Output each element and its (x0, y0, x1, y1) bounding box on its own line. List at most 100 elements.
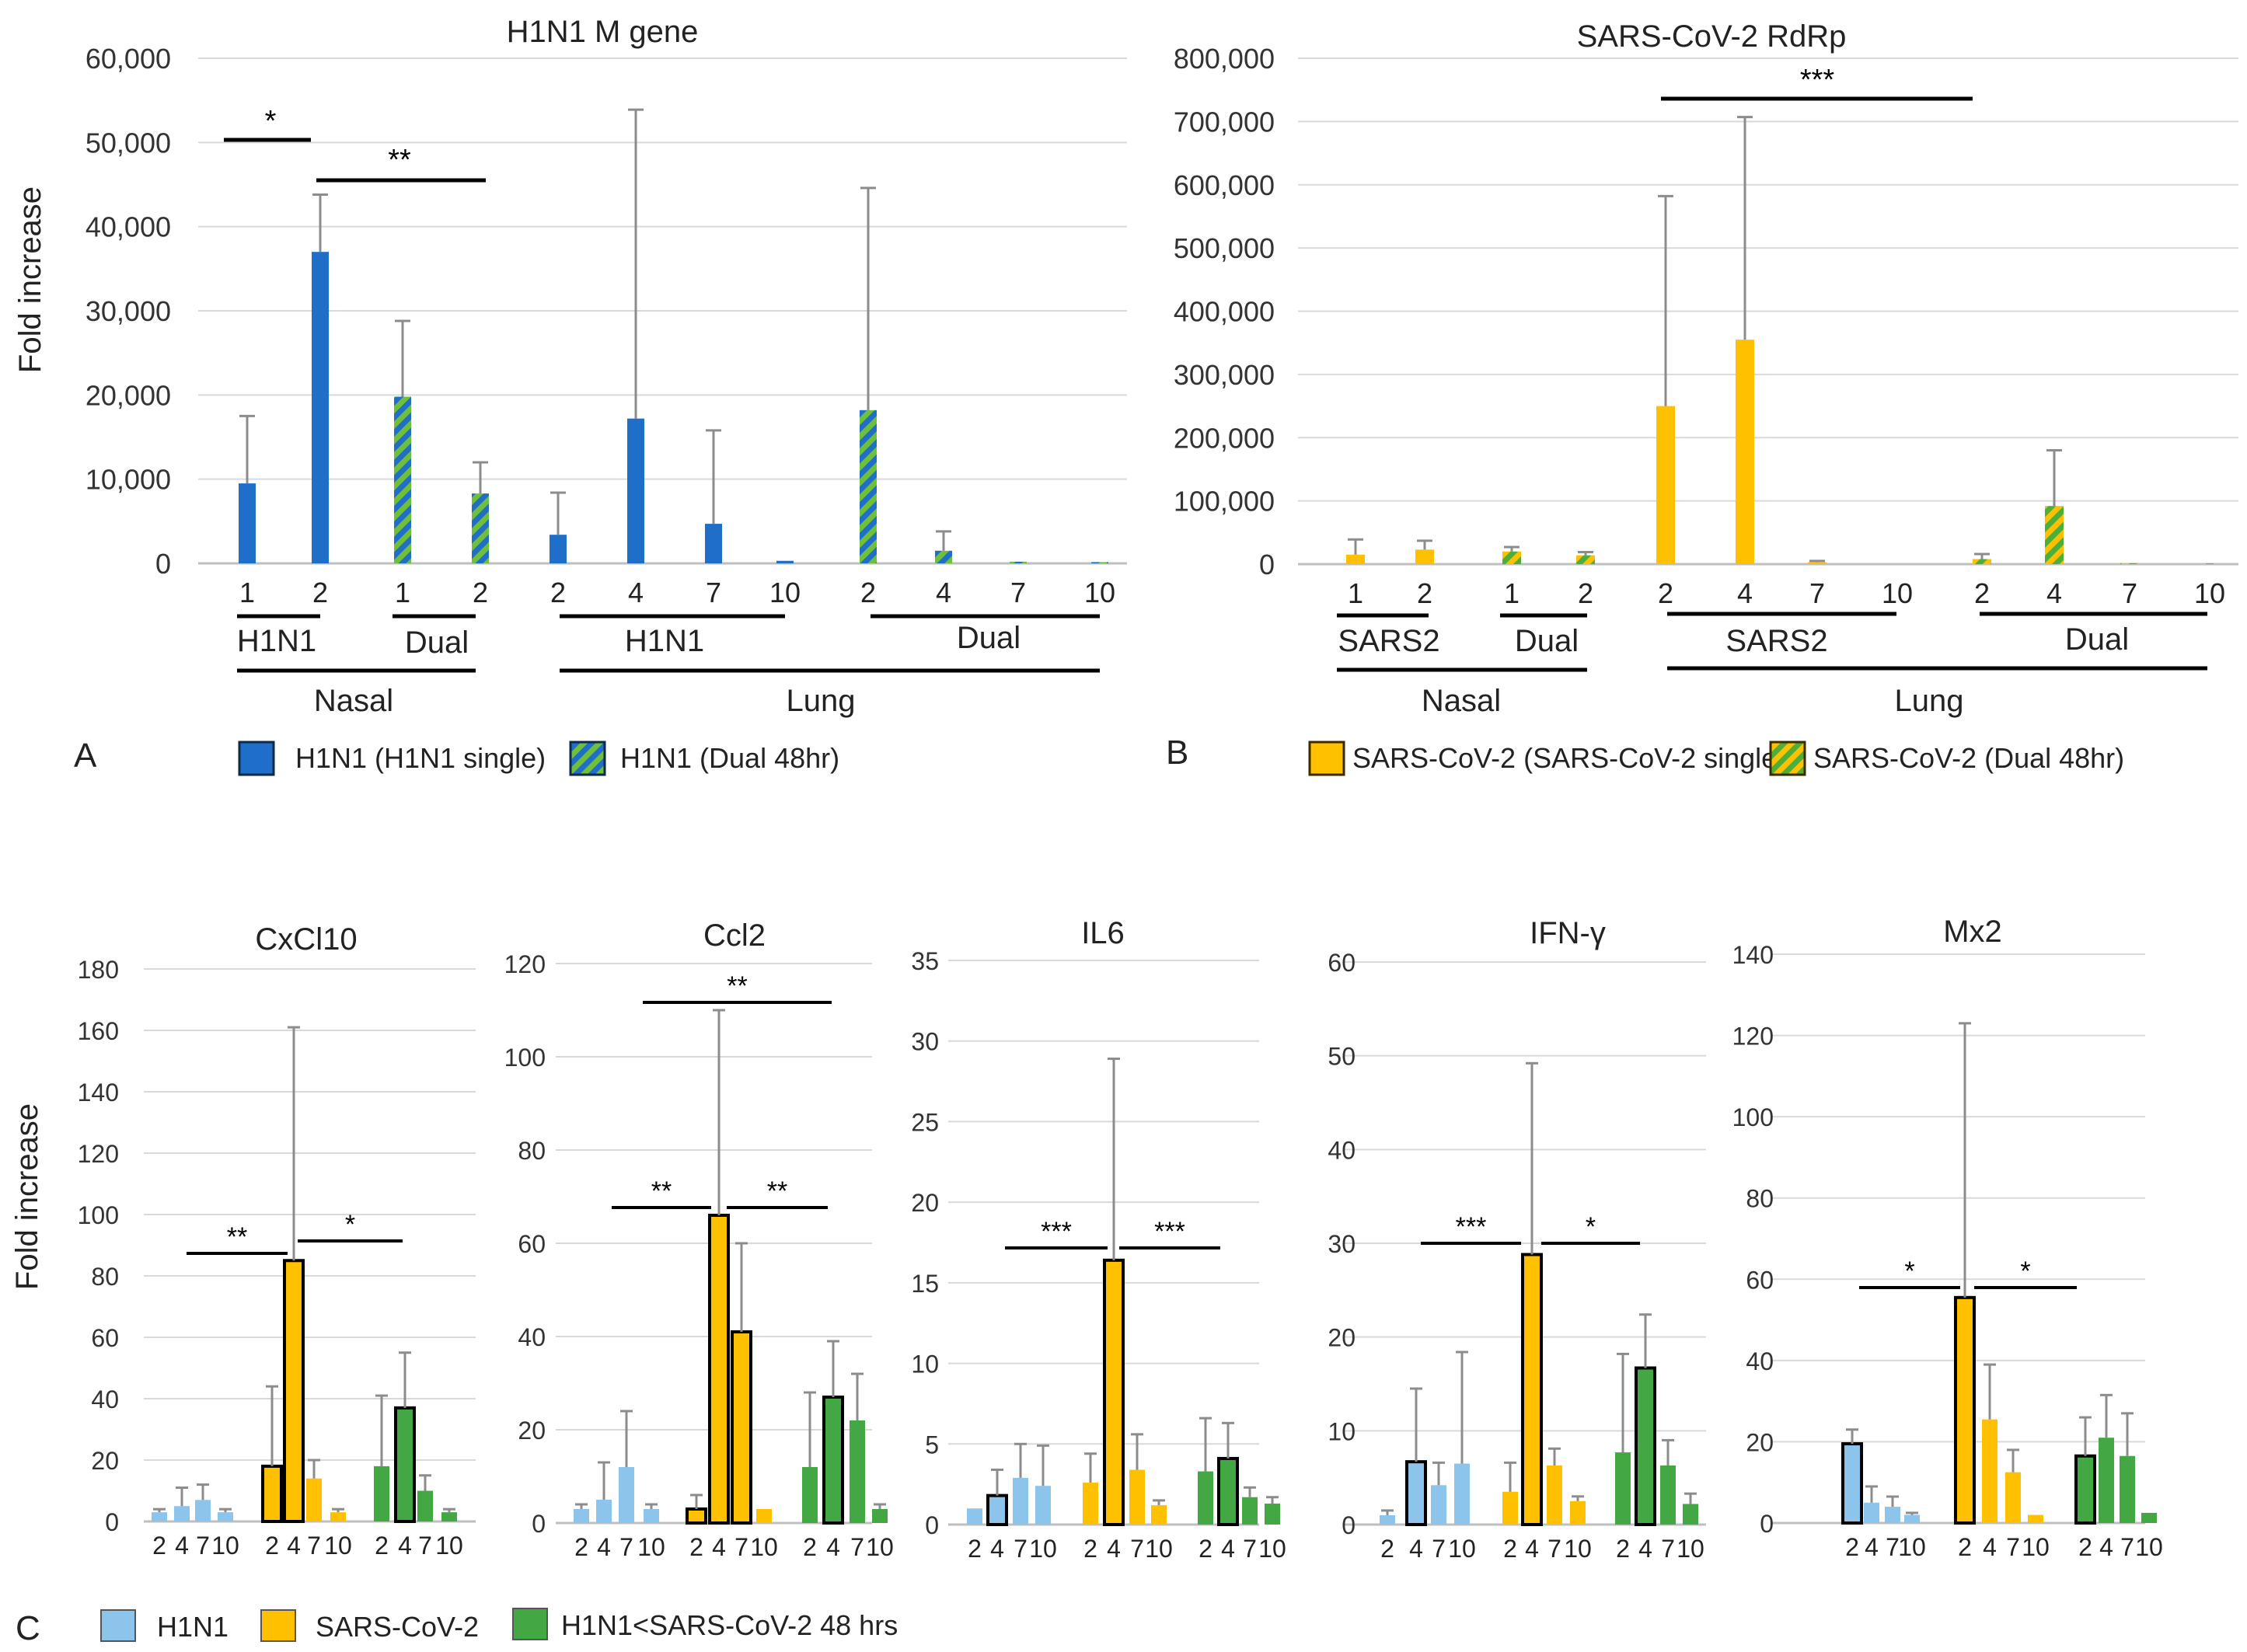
x-tick-label: 4 (597, 1533, 611, 1561)
bar (1502, 551, 1521, 564)
x-tick-label: 2 (1199, 1535, 1212, 1563)
bar (1454, 1463, 1470, 1525)
bar (986, 1493, 1008, 1526)
x-tick-label: 2 (1380, 1535, 1394, 1563)
y-tick-label: 60 (1328, 949, 1356, 977)
y-axis-label: Fold increase (13, 186, 47, 373)
bar (1083, 1483, 1098, 1525)
x-tick-label: 2 (689, 1533, 703, 1561)
bar (935, 550, 952, 563)
x-tick-label: 2 (1845, 1533, 1859, 1561)
cytokine-panels: Fold increase CxCl1002040608010012014016… (10, 915, 2163, 1647)
x-tick-label: 7 (1886, 1533, 1900, 1561)
bar (860, 410, 877, 563)
bar (731, 1330, 752, 1525)
y-axis-label: Fold increase (10, 1103, 44, 1290)
significance-star: ** (727, 971, 747, 1001)
bar (627, 418, 644, 563)
x-tick-label: 10 (2194, 577, 2225, 609)
x-tick-label: 10 (769, 577, 801, 608)
x-tick-label: 1 (1504, 577, 1520, 609)
y-tick-label: 20 (518, 1417, 546, 1445)
x-tick-label: 4 (1221, 1535, 1235, 1563)
x-tick-label: 7 (1809, 577, 1825, 609)
group-label-lung: Lung (1895, 684, 1964, 718)
bar (394, 1406, 416, 1523)
legend-label: H1N1 (Dual 48hr) (620, 742, 839, 774)
y-tick-label: 0 (155, 548, 171, 580)
x-tick-label: 7 (1432, 1535, 1446, 1563)
x-tick-label: 10 (637, 1533, 665, 1561)
y-tick-label: 60 (518, 1230, 546, 1258)
bar (1635, 1366, 1656, 1527)
y-tick-label: 180 (78, 956, 119, 984)
bar (1885, 1507, 1900, 1523)
x-tick-label: 4 (712, 1533, 726, 1561)
x-tick-label: 10 (1145, 1535, 1173, 1563)
x-tick-label: 7 (418, 1532, 432, 1560)
significance-star: *** (1154, 1217, 1185, 1246)
bar (1736, 340, 1754, 564)
chart-title: CxCl10 (255, 922, 357, 957)
x-tick-label: 7 (1243, 1535, 1257, 1563)
bar (1265, 1504, 1280, 1525)
y-tick-label: 0 (1760, 1510, 1774, 1538)
panel-label-a: A (74, 737, 97, 775)
bar (312, 252, 329, 563)
x-tick-label: 10 (324, 1532, 352, 1560)
bar (2028, 1514, 2043, 1523)
bar (2200, 563, 2219, 564)
group-label-dual-lung: Dual (2065, 622, 2129, 657)
x-tick-label: 7 (196, 1532, 210, 1560)
legend-label: H1N1 (H1N1 single) (295, 742, 546, 774)
bar (1521, 1253, 1543, 1526)
y-tick-label: 20 (1328, 1324, 1356, 1352)
bar (756, 1509, 772, 1523)
bar (239, 483, 256, 563)
x-tick-label: 2 (152, 1532, 166, 1560)
y-tick-label: 20 (1746, 1428, 1774, 1456)
bar (2099, 1438, 2114, 1523)
x-tick-label: 2 (803, 1533, 817, 1561)
legend-swatch-h1n1 (100, 1609, 136, 1642)
bar (1502, 1491, 1518, 1525)
x-tick-label: 2 (265, 1532, 279, 1560)
y-tick-label: 100 (1732, 1103, 1774, 1131)
x-tick-label: 7 (1547, 1535, 1561, 1563)
bar (1010, 561, 1027, 563)
y-tick-label: 300,000 (1174, 359, 1275, 391)
bar (195, 1500, 211, 1521)
bar (1888, 563, 1907, 564)
bar (1576, 555, 1595, 564)
x-tick-label: 7 (2120, 1533, 2134, 1561)
bar (596, 1500, 612, 1523)
x-tick-label: 10 (1882, 577, 1913, 609)
bar (1405, 1460, 1427, 1526)
y-tick-label: 0 (925, 1511, 939, 1539)
x-tick-label: 10 (435, 1532, 463, 1560)
x-tick-label: 4 (398, 1532, 412, 1560)
x-tick-label: 4 (990, 1535, 1004, 1563)
bar (1615, 1452, 1631, 1525)
bar (1380, 1514, 1395, 1525)
y-tick-label: 60 (91, 1324, 119, 1352)
x-tick-label: 2 (1958, 1533, 1972, 1561)
x-tick-label: 10 (1448, 1535, 1476, 1563)
x-tick-label: 10 (1084, 577, 1115, 608)
significance-star: * (345, 1210, 355, 1239)
bar (872, 1509, 888, 1523)
bar (619, 1467, 634, 1523)
bar (705, 524, 722, 563)
bar (2120, 1455, 2135, 1523)
x-tick-label: 10 (1564, 1535, 1592, 1563)
y-tick-label: 50 (1328, 1043, 1356, 1071)
x-tick-label: 4 (826, 1533, 840, 1561)
x-tick-label: 10 (1029, 1535, 1057, 1563)
panel-label-b: B (1166, 734, 1188, 772)
y-tick-label: 30 (1328, 1230, 1356, 1258)
x-tick-label: 2 (312, 577, 328, 608)
y-tick-label: 40 (1746, 1347, 1774, 1375)
